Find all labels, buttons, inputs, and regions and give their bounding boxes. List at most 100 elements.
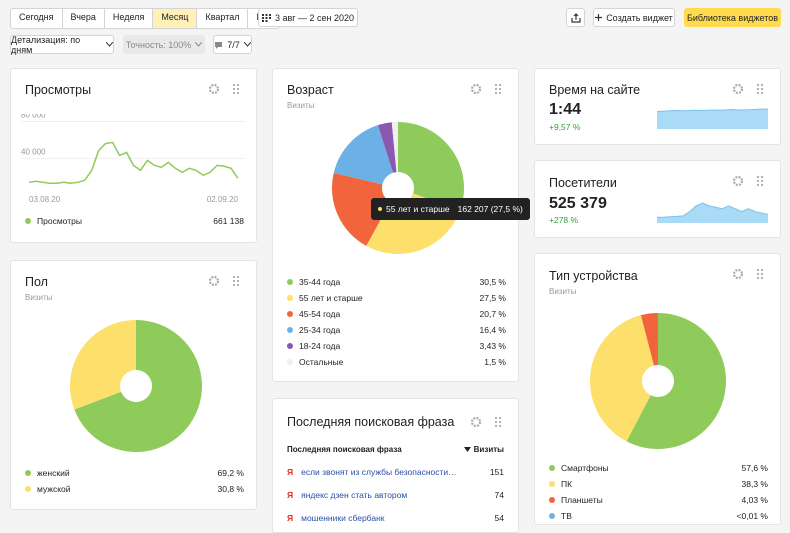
widget-subtitle: Визиты — [549, 287, 576, 296]
y-tick-label: 80 000 — [21, 114, 46, 120]
gear-icon[interactable] — [210, 85, 218, 93]
widget-library[interactable]: Библиотека виджетов — [684, 8, 781, 27]
pie-chart — [11, 306, 258, 466]
detail-select[interactable]: Детализация: по дням — [10, 35, 114, 54]
gear-icon[interactable] — [734, 85, 742, 93]
chevron — [106, 42, 113, 47]
tooltip-dot — [378, 207, 382, 211]
widget-title: Посетители — [549, 176, 617, 190]
legend-dot — [287, 279, 293, 285]
gear-icon[interactable] — [210, 277, 218, 285]
widget-tools[interactable] — [470, 416, 506, 428]
share-icon — [571, 13, 581, 23]
accuracy-select[interactable]: Точность: 100% — [123, 35, 205, 54]
widget-tools[interactable] — [470, 83, 506, 95]
drag-dot — [757, 269, 759, 271]
drag-dot — [233, 284, 235, 286]
column-header: Последняя поисковая фраза — [287, 445, 402, 454]
legend-value: 30,8 % — [218, 484, 244, 494]
drag-dot — [761, 176, 763, 178]
gear-icon[interactable] — [734, 270, 742, 278]
column-title: Визиты — [474, 445, 504, 454]
period-switch[interactable]: СегодняВчераНеделяМесяцКварталГод — [10, 8, 280, 29]
drag-dot — [233, 92, 235, 94]
legend-dot — [549, 513, 555, 519]
drag-dot — [757, 176, 759, 178]
create-widget-text: Создать виджет — [606, 13, 673, 23]
period-button[interactable]: Квартал — [197, 9, 248, 28]
segments-select[interactable]: 7/7 — [213, 35, 252, 54]
drag-dot — [237, 276, 239, 278]
drag-dot — [499, 421, 501, 423]
drag-dot — [499, 84, 501, 86]
drag-dot — [757, 92, 759, 94]
metric-value: 1:44 — [549, 101, 581, 119]
legend-dot — [287, 327, 293, 333]
legend-dot — [25, 218, 31, 224]
search-phrase[interactable]: если звонят из службы безопасности… — [301, 467, 457, 477]
gear-icon[interactable] — [472, 418, 480, 426]
period-button[interactable]: Вчера — [63, 9, 105, 28]
widget-title: Пол — [25, 275, 48, 289]
visits: 151 — [490, 467, 504, 477]
metric-change: +278 % — [549, 215, 578, 225]
widget-tools[interactable] — [732, 175, 768, 187]
widget-tools[interactable] — [732, 83, 768, 95]
legend-name: 18-24 года — [299, 341, 340, 351]
drag-dot — [495, 88, 497, 90]
sparkline — [657, 201, 768, 223]
x-tick-label: 02.09.20 — [207, 195, 239, 204]
calendar-icon — [262, 14, 271, 22]
date-range[interactable]: 3 авг — 2 сен 2020 — [258, 8, 358, 27]
pie-chart — [273, 109, 520, 274]
drag-dot — [237, 88, 239, 90]
period-button[interactable]: Сегодня — [11, 9, 63, 28]
tooltip-name: 55 лет и старше — [386, 204, 450, 214]
drag-dot — [757, 88, 759, 90]
drag-dot — [233, 88, 235, 90]
drag-dot — [761, 277, 763, 279]
legend-dot — [549, 497, 555, 503]
legend-name: 45-54 года — [299, 309, 340, 319]
legend-name: 25-34 года — [299, 325, 340, 335]
gear-icon[interactable] — [472, 85, 480, 93]
legend-dot — [287, 359, 293, 365]
drag-dot — [761, 92, 763, 94]
search-phrase[interactable]: мошенники сбербанк — [301, 513, 384, 523]
legend-dot — [287, 343, 293, 349]
drag-dot — [499, 425, 501, 427]
time-widget: Время на сайте 1:44 +9,57 % — [534, 68, 781, 145]
drag-dot — [237, 92, 239, 94]
drag-dot — [757, 180, 759, 182]
widget-tools[interactable] — [208, 275, 244, 287]
legend-name: мужской — [37, 484, 71, 494]
period-button[interactable]: Месяц — [153, 9, 197, 28]
legend-value: 3,43 % — [480, 341, 506, 351]
share-button[interactable] — [566, 8, 585, 27]
widget-tools[interactable] — [208, 83, 244, 95]
drag-dot — [757, 273, 759, 275]
widget-title: Последняя поисковая фраза — [287, 415, 454, 429]
gear-icon[interactable] — [734, 177, 742, 185]
search-widget: Последняя поисковая фраза Последняя поис… — [272, 398, 519, 533]
column-header[interactable]: Визиты — [464, 445, 504, 454]
drag-dot — [757, 184, 759, 186]
search-phrase[interactable]: яндекс дзен стать автором — [301, 490, 407, 500]
drag-dot — [499, 92, 501, 94]
legend-dot — [25, 470, 31, 476]
drag-dot — [233, 276, 235, 278]
period-button[interactable]: Неделя — [105, 9, 153, 28]
legend-name: Остальные — [299, 357, 343, 367]
create-widget[interactable]: Создать виджет — [593, 8, 675, 27]
sparkline-area — [657, 109, 768, 129]
widget-tools[interactable] — [732, 268, 768, 280]
drag-dot — [495, 425, 497, 427]
legend-name: ПК — [561, 479, 572, 489]
legend-value: <0,01 % — [737, 511, 768, 521]
